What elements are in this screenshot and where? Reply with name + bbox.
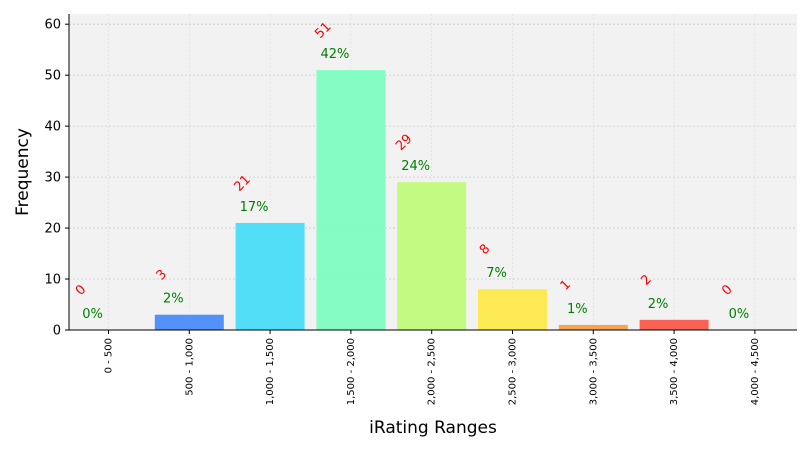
bar <box>397 182 467 330</box>
percent-label: 0% <box>729 307 750 322</box>
x-tick-label: 3,500 - 4,000 <box>669 338 680 405</box>
percent-label: 0% <box>82 307 103 322</box>
bars-group <box>154 70 709 330</box>
y-tick-label: 50 <box>44 69 61 84</box>
percent-label: 2% <box>648 297 669 312</box>
y-tick-label: 30 <box>44 171 61 186</box>
y-ticks: 0 10 20 30 40 50 60 <box>44 18 69 339</box>
percent-label: 17% <box>240 200 269 215</box>
bar <box>235 222 305 330</box>
x-tick-label: 500 - 1,000 <box>184 338 195 396</box>
bar <box>558 324 628 330</box>
x-tick-label: 1,500 - 2,000 <box>346 338 357 405</box>
percent-label: 42% <box>320 47 349 62</box>
x-tick-label: 2,500 - 3,000 <box>508 338 519 405</box>
grid-lines <box>69 14 797 330</box>
percent-label: 1% <box>567 302 588 317</box>
percent-label: 2% <box>163 292 184 307</box>
bar <box>478 289 547 330</box>
x-tick-label: 3,000 - 3,500 <box>588 338 599 405</box>
y-axis-label: Frequency <box>13 128 33 216</box>
y-tick-label: 0 <box>53 324 61 339</box>
x-tick-label: 4,000 - 4,500 <box>750 338 761 405</box>
x-tick-label: 0 - 500 <box>104 338 115 373</box>
x-tick-label: 1,000 - 1,500 <box>265 338 276 405</box>
y-tick-label: 40 <box>44 120 61 135</box>
percent-label: 7% <box>486 266 507 281</box>
bar <box>639 319 709 330</box>
bar <box>154 314 224 330</box>
y-tick-label: 20 <box>44 222 61 237</box>
y-tick-label: 10 <box>44 273 61 288</box>
x-ticks: 0 - 500 500 - 1,000 1,000 - 1,500 1,500 - 2… <box>104 330 761 405</box>
x-axis-label: iRating Ranges <box>369 418 497 438</box>
y-tick-label: 60 <box>44 18 61 33</box>
percent-label: 24% <box>401 159 430 174</box>
x-tick-label: 2,000 - 2,500 <box>427 338 438 405</box>
bar <box>316 70 386 330</box>
